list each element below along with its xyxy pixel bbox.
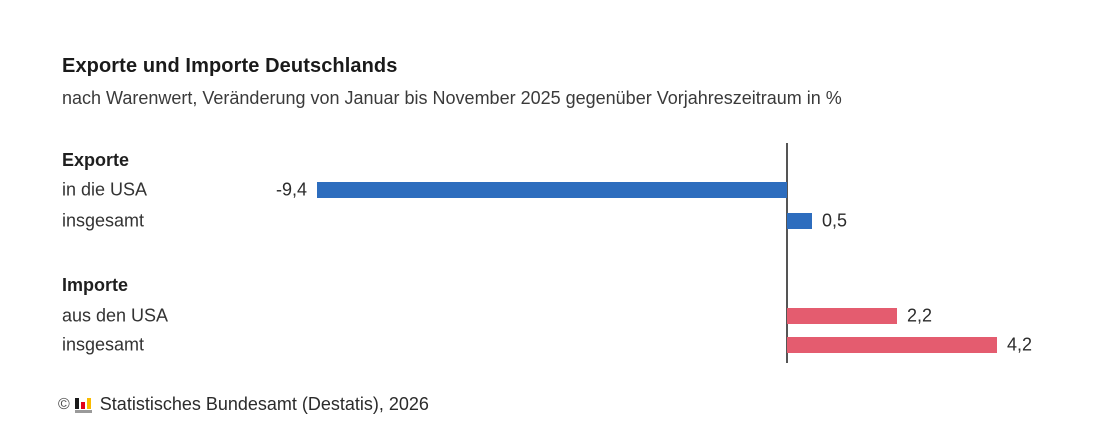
bar-importe-usa	[787, 308, 897, 324]
copyright-symbol: ©	[58, 395, 70, 413]
logo-bar-red	[80, 402, 85, 409]
value-label: 2,2	[907, 305, 933, 326]
group-header-exporte: Exporte	[62, 150, 130, 170]
value-label: -9,4	[275, 179, 307, 200]
category-label: insgesamt	[62, 210, 145, 231]
category-label: in die USA	[62, 179, 148, 200]
bar-exporte-usa	[317, 182, 787, 198]
bar-row-exporte-usa: in die USA -9,4	[0, 179, 1116, 200]
source-text: Statistisches Bundesamt (Destatis), 2026	[99, 394, 429, 414]
bar-row-importe-usa: aus den USA 2,2	[0, 305, 1116, 326]
bar-exporte-insgesamt	[787, 213, 812, 229]
destatis-logo-icon	[74, 396, 93, 413]
group-header-importe: Importe	[62, 275, 129, 295]
chart-title: Exporte und Importe Deutschlands	[62, 55, 398, 77]
category-label: aus den USA	[62, 305, 169, 326]
category-label: insgesamt	[62, 334, 145, 355]
zero-axis-line	[786, 143, 788, 363]
value-label: 0,5	[822, 210, 848, 231]
bar-row-exporte-insgesamt: insgesamt 0,5	[0, 210, 1116, 231]
bar-row-importe-insgesamt: insgesamt 4,2	[0, 334, 1116, 355]
bar-chart: Exporte in die USA -9,4 insgesamt 0,5 Im…	[0, 143, 1116, 365]
logo-baseline	[74, 410, 92, 413]
logo-bar-gold	[86, 398, 91, 409]
source-line: © Statistisches Bundesamt (Destatis), 20…	[58, 394, 429, 415]
logo-bar-black	[74, 398, 79, 409]
value-label: 4,2	[1007, 334, 1033, 355]
bar-importe-insgesamt	[787, 337, 997, 353]
chart-subtitle: nach Warenwert, Veränderung von Januar b…	[62, 88, 842, 108]
